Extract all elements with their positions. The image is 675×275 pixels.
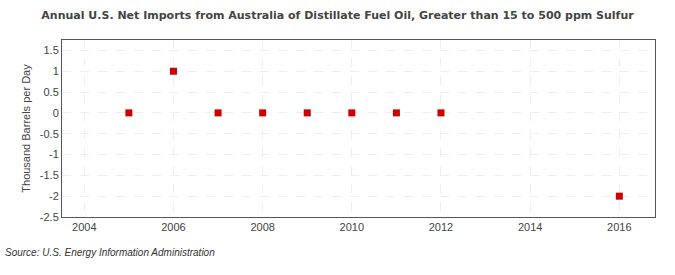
svg-text:2004: 2004 [72,221,96,233]
svg-text:Source: U.S. Energy Informatio: Source: U.S. Energy Information Administ… [5,247,215,258]
svg-text:-2.5: -2.5 [40,211,59,223]
svg-text:2010: 2010 [340,221,364,233]
svg-text:2012: 2012 [429,221,453,233]
svg-text:-2: -2 [49,190,59,202]
svg-text:1: 1 [53,65,59,77]
svg-text:2014: 2014 [518,221,542,233]
svg-text:2008: 2008 [250,221,274,233]
svg-text:2006: 2006 [161,221,185,233]
svg-text:0: 0 [53,107,59,119]
svg-text:Annual U.S. Net Imports from A: Annual U.S. Net Imports from Australia o… [41,9,634,22]
svg-text:0.5: 0.5 [44,86,59,98]
svg-text:2016: 2016 [607,221,631,233]
svg-text:-1: -1 [49,148,59,160]
svg-text:-1.5: -1.5 [40,169,59,181]
svg-text:Thousand Barrels per Day: Thousand Barrels per Day [20,64,32,193]
svg-text:1.5: 1.5 [44,44,59,56]
svg-text:-0.5: -0.5 [40,128,59,140]
